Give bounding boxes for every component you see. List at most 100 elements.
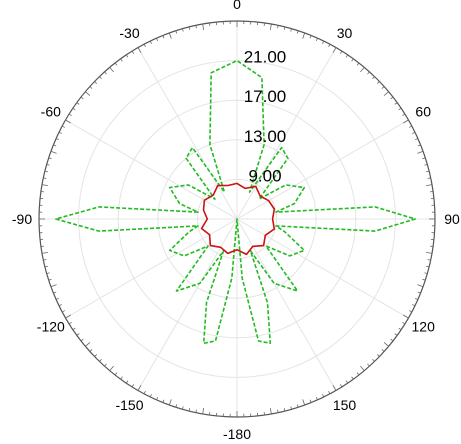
rim-tick (53, 144, 57, 147)
rim-tick (414, 297, 419, 300)
rim-tick (104, 363, 107, 367)
angle-label: 120 (412, 319, 436, 335)
rim-tick (422, 278, 426, 281)
rim-tick (417, 284, 424, 288)
rim-tick (381, 86, 385, 89)
rim-tick (114, 372, 118, 376)
rim-tick (202, 408, 205, 415)
rim-tick (175, 404, 178, 408)
rim-tick (58, 131, 62, 134)
rim-tick (109, 67, 114, 73)
rim-tick (283, 408, 286, 412)
rim-tick (137, 385, 142, 391)
rim-tick (403, 119, 409, 124)
rim-tick (188, 26, 191, 30)
rim-tick (376, 354, 380, 357)
rim-tick (398, 327, 402, 331)
rim-tick (427, 177, 431, 179)
angle-label: -90 (12, 211, 32, 227)
rim-tick (50, 284, 57, 288)
rim-tick (426, 265, 430, 268)
rim-tick (417, 291, 421, 294)
rim-tick (44, 265, 48, 268)
rim-tick (367, 363, 370, 367)
rim-tick (48, 278, 52, 281)
rim-tick (360, 67, 365, 73)
rim-tick (143, 43, 146, 48)
rim-tick (390, 338, 394, 342)
radial-gridline (236, 119, 409, 220)
angle-label: -30 (119, 25, 139, 41)
rim-tick (309, 399, 312, 403)
rim-tick (125, 54, 129, 58)
rim-tick (422, 157, 426, 160)
rim-tick (76, 102, 80, 105)
grid-circle (157, 139, 317, 299)
angle-label: 150 (333, 397, 357, 413)
rim-tick (277, 409, 279, 413)
rim-tick (328, 390, 331, 395)
grid-circle (117, 99, 357, 339)
rim-tick (162, 399, 165, 403)
rim-tick (94, 81, 98, 84)
rim-tick (44, 170, 48, 173)
rim-tick (72, 107, 76, 111)
rim-tick (43, 259, 47, 261)
rim-tick (99, 76, 102, 80)
rim-tick (175, 30, 178, 34)
rim-tick (381, 349, 385, 352)
rim-tick (376, 81, 380, 84)
rim-tick (339, 50, 343, 54)
rim-tick (296, 404, 299, 408)
rim-tick (322, 40, 325, 44)
rim-tick (302, 32, 306, 39)
angle-label: 30 (337, 25, 353, 41)
rim-tick (315, 37, 318, 42)
rim-tick (94, 354, 98, 357)
rim-tick (46, 272, 50, 274)
rim-tick (61, 310, 66, 313)
rim-tick (394, 102, 398, 105)
series (55, 59, 416, 345)
rim-tick (195, 25, 197, 29)
rim-tick (302, 399, 306, 406)
rim-tick (269, 23, 272, 30)
rim-tick (182, 28, 184, 32)
rim-tick (309, 35, 312, 39)
rim-tick (156, 37, 159, 42)
rim-tick (195, 409, 197, 413)
rim-tick (412, 131, 416, 134)
radial-gridline (65, 218, 238, 319)
rim-tick (417, 150, 424, 154)
series-line-2 (200, 182, 276, 256)
rim-tick (156, 396, 159, 401)
rim-tick (296, 30, 299, 34)
rim-tick (76, 333, 80, 336)
angle-label: 0 (233, 0, 241, 12)
radial-gridline (65, 119, 238, 220)
rim-tick (143, 390, 146, 395)
rim-tick (372, 358, 375, 362)
rim-tick (120, 58, 123, 62)
rim-tick (283, 26, 286, 30)
angle-ticks (39, 21, 435, 417)
rim-tick (89, 349, 93, 352)
rim-tick (68, 321, 72, 325)
rim-tick (65, 314, 71, 319)
rim-tick (277, 25, 279, 29)
radial-gridline (137, 47, 238, 220)
rim-tick (55, 297, 60, 300)
rim-tick (351, 58, 354, 62)
rim-tick (402, 113, 406, 117)
angle-label: 90 (444, 211, 460, 227)
angle-label: -150 (115, 397, 143, 413)
rim-tick (99, 358, 102, 362)
rim-tick (58, 304, 62, 307)
rim-tick (383, 342, 389, 347)
rim-tick (390, 96, 394, 100)
rim-tick (383, 91, 389, 96)
rim-tick (89, 86, 93, 89)
rim-tick (426, 170, 430, 173)
rim-tick (408, 125, 413, 128)
